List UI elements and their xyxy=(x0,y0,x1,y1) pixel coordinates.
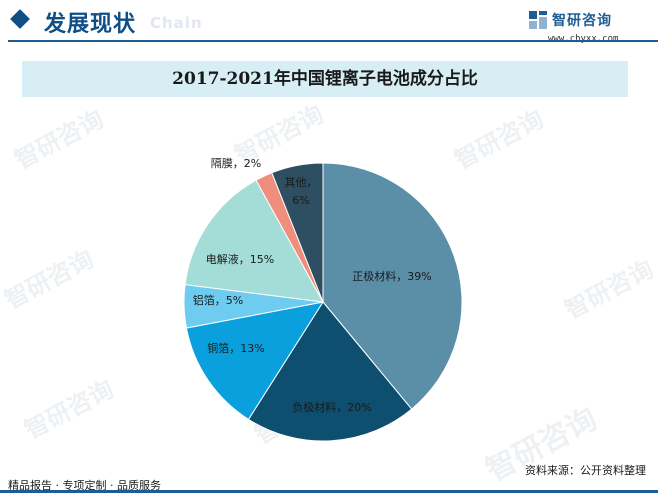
slice-label-2: 负极材料，20% xyxy=(292,400,371,414)
brand-name: 智研咨询 xyxy=(552,13,612,29)
footer-tagline: 精品报告 · 专项定制 · 品质服务 xyxy=(8,479,161,492)
pie-slice-2 xyxy=(247,301,413,442)
diamond-icon xyxy=(10,9,30,29)
section-title-ghost: Chain xyxy=(150,14,203,32)
slice-label-3: 铜箔，13% xyxy=(207,341,264,355)
pie-chart: 正极材料，39% 负极材料，20% 铜箔，13% 铝箔，5% 电解液，15% 隔膜，2% 其… xyxy=(0,100,658,450)
section-title: 发展现状 xyxy=(44,12,137,37)
slice-label-line: 其他， xyxy=(285,176,318,189)
slice-label-6: 隔膜，2% xyxy=(211,157,261,170)
header: 发展现状 Chain 智研咨询 www.chyxx.com xyxy=(0,0,658,44)
brand-logo-icon xyxy=(529,11,547,29)
brand: 智研咨询 www.chyxx.com xyxy=(528,10,648,46)
footer-source: 资料来源：公开资料整理 xyxy=(525,464,646,477)
slice-label-1: 正极材料，39% xyxy=(352,269,431,283)
header-rule xyxy=(8,40,658,42)
footer-rule xyxy=(0,490,658,493)
pie-slice-5 xyxy=(184,179,324,303)
pie-slice-7 xyxy=(271,162,324,303)
brand-url: www.chyxx.com xyxy=(548,34,619,44)
slice-label-7: 其他， 6% xyxy=(285,176,318,207)
title-band: 2017-2021年中国锂离子电池成分占比 xyxy=(22,61,628,97)
pie-slice-3 xyxy=(185,301,325,421)
slice-label-4: 铝箔，5% xyxy=(193,293,243,307)
chart-title: 2017-2021年中国锂离子电池成分占比 xyxy=(172,69,478,89)
pie-chart-svg: 正极材料，39% 负极材料，20% 铜箔，13% 铝箔，5% 电解液，15% 隔膜，2% 其… xyxy=(183,157,463,442)
slice-label-line: 6% xyxy=(292,194,309,207)
pie-slice-1 xyxy=(322,162,463,410)
slice-label-5: 电解液，15% xyxy=(206,252,274,266)
